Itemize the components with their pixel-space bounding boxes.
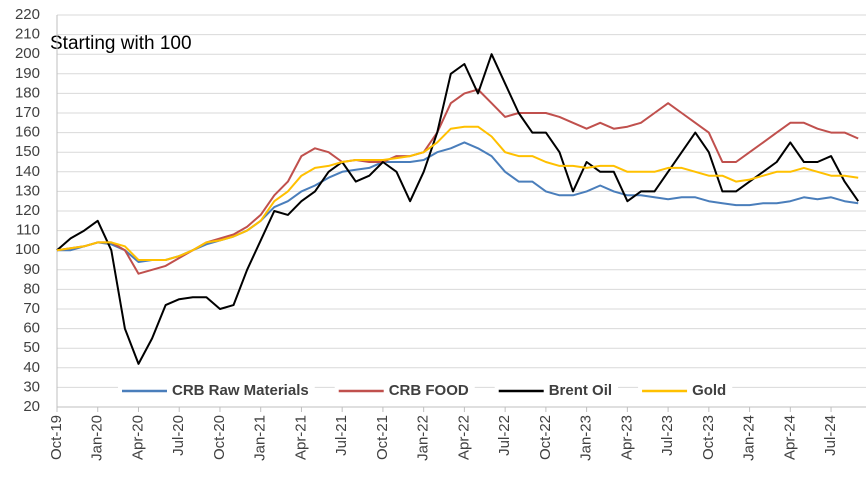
y-tick-label: 90	[23, 261, 40, 278]
y-tick-label: 190	[15, 65, 40, 82]
y-tick-label: 120	[15, 202, 40, 219]
y-tick-label: 210	[15, 26, 40, 43]
x-tick-label: Oct-22	[537, 415, 554, 460]
x-tick-label: Jul-24	[822, 415, 839, 456]
y-tick-label: 180	[15, 84, 40, 101]
legend-bg	[118, 381, 315, 401]
legend-label: Brent Oil	[549, 382, 612, 399]
x-tick-label: Apr-21	[292, 415, 309, 460]
y-tick-label: 20	[23, 398, 40, 415]
y-tick-label: 60	[23, 320, 40, 337]
y-tick-label: 140	[15, 163, 40, 180]
legend-label: CRB FOOD	[389, 382, 469, 399]
x-tick-label: Apr-22	[455, 415, 472, 460]
x-tick-label: Jan-21	[252, 415, 269, 461]
y-tick-label: 40	[23, 359, 40, 376]
y-tick-label: 220	[15, 6, 40, 23]
x-tick-label: Apr-20	[129, 415, 146, 460]
x-tick-label: Oct-19	[48, 415, 65, 460]
legend-bg	[494, 381, 619, 401]
y-tick-label: 170	[15, 104, 40, 121]
x-tick-label: Jan-24	[741, 415, 758, 461]
y-tick-label: 110	[16, 222, 40, 239]
x-tick-label: Jul-21	[333, 415, 350, 456]
x-tick-label: Jan-23	[578, 415, 595, 461]
x-tick-label: Jan-20	[89, 415, 106, 461]
x-tick-label: Oct-20	[211, 415, 228, 460]
y-tick-label: 80	[23, 280, 40, 297]
annotation: Starting with 100	[50, 33, 192, 54]
y-tick-label: 50	[23, 339, 40, 356]
y-tick-label: 30	[23, 378, 40, 395]
y-tick-label: 70	[23, 300, 40, 317]
legend-bg	[334, 381, 475, 401]
y-tick-label: 160	[15, 124, 40, 141]
x-tick-label: Jul-22	[496, 415, 513, 456]
y-tick-label: 150	[15, 143, 40, 160]
y-tick-label: 100	[15, 241, 40, 258]
x-tick-label: Apr-24	[781, 415, 798, 460]
x-tick-label: Jan-22	[415, 415, 432, 461]
y-tick-label: 130	[15, 182, 40, 199]
x-tick-label: Jul-23	[659, 415, 676, 456]
legend-label: CRB Raw Materials	[172, 382, 309, 399]
legend-label: Gold	[692, 382, 726, 399]
x-tick-label: Apr-23	[618, 415, 635, 460]
x-tick-label: Oct-23	[700, 415, 717, 460]
x-tick-label: Jul-20	[170, 415, 187, 456]
series-line	[56, 53, 860, 365]
series-line	[56, 125, 859, 261]
y-tick-label: 200	[15, 45, 40, 62]
x-tick-label: Oct-21	[374, 415, 391, 460]
